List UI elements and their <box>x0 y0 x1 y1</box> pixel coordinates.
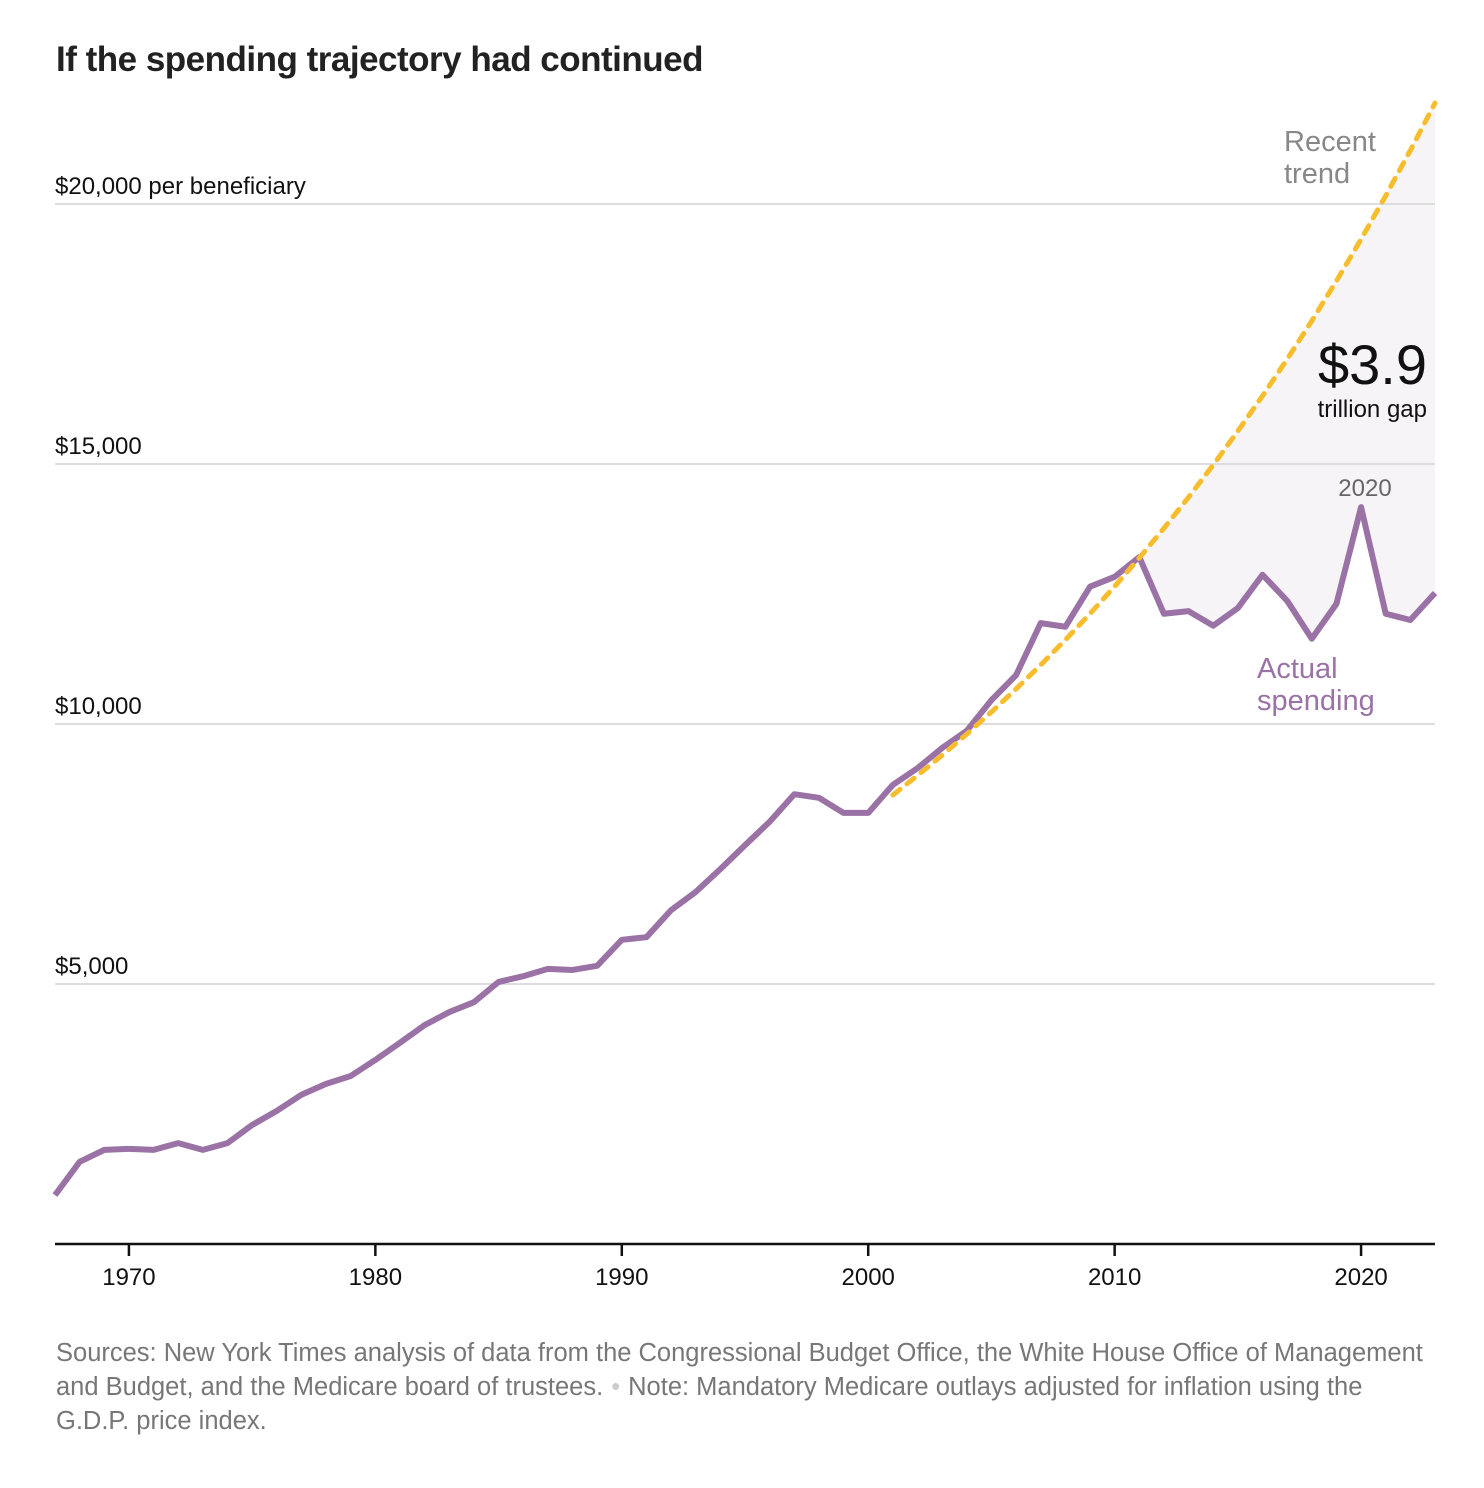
sources-text: Sources: New York Times analysis of data… <box>56 1339 1423 1401</box>
x-tick-label: 1980 <box>349 1264 402 1291</box>
y-tick-label: $15,000 <box>55 433 142 460</box>
recent-trend-line <box>890 100 1438 798</box>
separator-dot: • <box>611 1373 621 1401</box>
chart-title: If the spending trajectory had continued <box>56 40 704 79</box>
actual-label: spending <box>1257 685 1375 717</box>
y-tick-label: $10,000 <box>55 693 142 720</box>
x-tick-label: 2020 <box>1334 1264 1387 1291</box>
trend-label: Recent <box>1284 126 1376 158</box>
actual-label: Actual <box>1257 653 1338 685</box>
x-tick-label: 2000 <box>842 1264 895 1291</box>
peak-label: 2020 <box>1338 475 1391 502</box>
trend-label: trend <box>1284 158 1350 190</box>
x-tick-label: 2010 <box>1088 1264 1141 1291</box>
chart-footer: Sources: New York Times analysis of data… <box>56 1336 1436 1438</box>
y-tick-label: $5,000 <box>55 953 128 980</box>
x-tick-label: 1970 <box>102 1264 155 1291</box>
note-text: Note: Mandatory Medicare outlays adjuste… <box>56 1373 1363 1435</box>
y-tick-label: $20,000 per beneficiary <box>55 173 306 200</box>
gap-label: trillion gap <box>1318 396 1427 423</box>
x-tick-label: 1990 <box>595 1264 648 1291</box>
gap-value: $3.9 <box>1318 333 1427 396</box>
actual-spending-line <box>52 504 1438 1197</box>
